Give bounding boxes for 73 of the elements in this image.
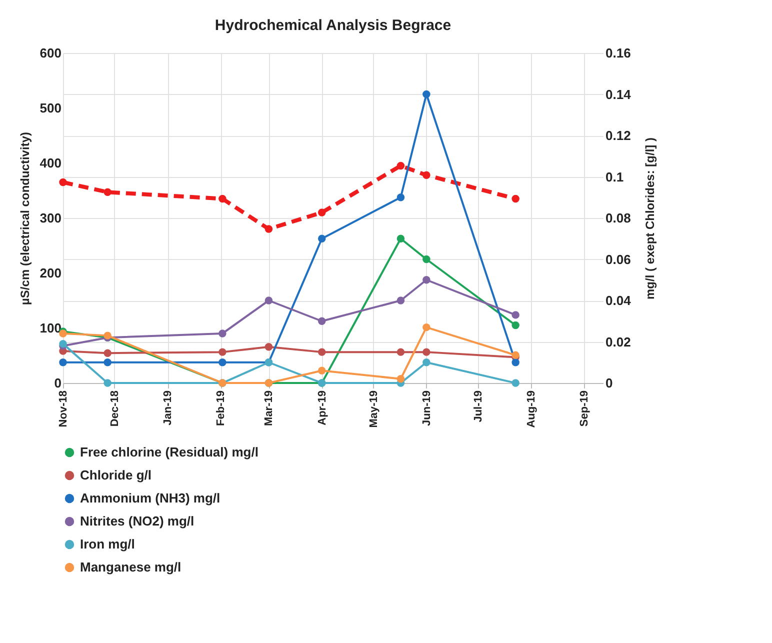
point: [422, 323, 430, 332]
legend-label: Iron mg/l: [80, 536, 135, 552]
x-tick-label: Apr-19: [316, 390, 328, 426]
y2-tick-label: 0.16: [606, 46, 631, 60]
point: [104, 349, 112, 357]
point: [422, 276, 430, 284]
point: [512, 321, 520, 330]
point: [59, 358, 67, 366]
point: [218, 194, 226, 203]
x-tick-label: Aug-19: [526, 390, 538, 428]
point: [59, 178, 67, 186]
point: [318, 234, 326, 242]
point: [396, 348, 405, 356]
y-tick-label: 400: [40, 156, 62, 170]
x-tick-label: Jul-19: [472, 390, 484, 422]
x-tick-label: Dec-18: [108, 390, 121, 427]
chart-title: Hydrochemical Analysis Begrace: [214, 17, 452, 34]
y2-tick-label: 0.12: [606, 128, 631, 143]
point: [396, 162, 405, 170]
point: [422, 90, 430, 98]
point: [396, 296, 405, 304]
y2-axis-title: mg/l ( exept Chlorides: [g/l] ): [642, 137, 657, 300]
y-tick-label: 500: [40, 100, 62, 116]
point: [422, 348, 430, 356]
point: [104, 379, 112, 387]
y-tick-label: 0: [54, 376, 62, 390]
point: [264, 343, 273, 351]
point: [104, 188, 112, 196]
y2-tick-label: 0: [606, 376, 613, 390]
x-tick-label: Jan-19: [162, 390, 174, 426]
x-tick-label: Nov-18: [58, 390, 70, 428]
point: [512, 358, 520, 366]
point: [264, 225, 273, 233]
legend-label: Manganese mg/l: [80, 560, 182, 574]
point: [422, 358, 430, 366]
x-tick-label: Mar-19: [263, 390, 276, 426]
y2-tick-label: 0.14: [606, 86, 632, 102]
x-tick-label: Sep-19: [578, 390, 591, 427]
point: [512, 311, 520, 319]
y2-tick-label: 0.1: [606, 169, 624, 184]
y-tick-label: 600: [40, 46, 62, 60]
y-tick-label: 300: [40, 210, 62, 226]
point: [218, 330, 226, 338]
point: [218, 348, 226, 356]
x-tick-label: May-19: [368, 390, 380, 428]
y2-tick-label: 0.04: [606, 293, 632, 308]
y-tick-label: 200: [40, 266, 62, 280]
point: [264, 296, 273, 304]
point: [512, 194, 520, 203]
point: [218, 358, 226, 366]
point: [59, 340, 67, 348]
point: [422, 255, 430, 264]
point: [318, 317, 326, 325]
point: [512, 379, 520, 387]
y2-tick-label: 0.08: [606, 210, 631, 226]
point: [396, 375, 405, 383]
legend-label: Free chlorine (Residual) mg/l: [80, 444, 258, 460]
point: [422, 171, 430, 179]
point: [318, 348, 326, 356]
x-tick-label: Jun-19: [420, 390, 433, 426]
x-tick-label: Feb-19: [215, 390, 228, 426]
y2-tick-label: 0.06: [606, 252, 631, 267]
legend-label: Ammonium (NH3) mg/l: [80, 490, 220, 506]
y2-tick-label: 0.02: [606, 334, 631, 350]
y-axis-title: µS/cm (electrical conductivity): [18, 132, 32, 305]
legend-label: Chloride g/l: [80, 468, 152, 482]
point: [318, 366, 326, 374]
point: [318, 208, 326, 216]
point: [396, 194, 405, 202]
y-tick-label: 100: [40, 320, 62, 336]
point: [396, 234, 405, 242]
legend-label: Nitrites (NO2) mg/l: [80, 514, 194, 528]
point: [104, 358, 112, 366]
